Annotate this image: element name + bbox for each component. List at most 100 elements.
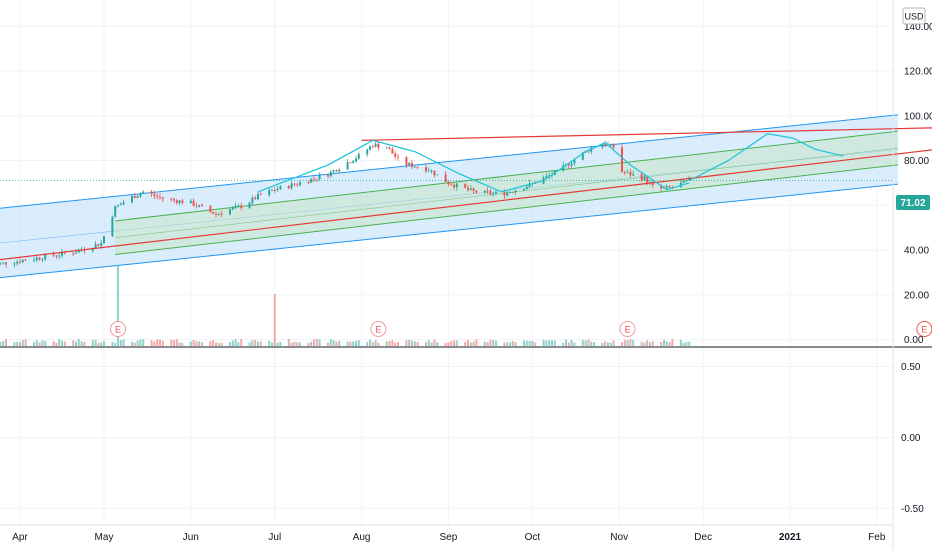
volume-bar — [178, 342, 181, 346]
volume-bar — [307, 342, 310, 346]
volume-bar — [55, 342, 58, 346]
candle-body — [111, 216, 114, 237]
volume-bar — [181, 342, 184, 346]
trend-lines — [0, 127, 932, 261]
candle-body — [427, 170, 430, 172]
volume-bar — [313, 339, 315, 346]
volume-bar — [567, 342, 570, 346]
volume-bar — [436, 342, 439, 346]
candle-body — [52, 254, 55, 256]
time-axis[interactable]: AprMayJunJulAugSepOctNovDec2021FebMar — [0, 524, 932, 543]
candle-body — [159, 196, 161, 198]
volume-bar — [573, 342, 576, 346]
candle-body — [433, 170, 436, 176]
volume-bar — [349, 341, 352, 346]
channel-lower-line — [0, 183, 899, 279]
currency-button[interactable]: USD — [902, 7, 926, 25]
candle-body — [668, 186, 671, 188]
volume-bar — [5, 339, 7, 346]
candle-body — [545, 176, 548, 178]
volume-bar — [97, 342, 100, 346]
volume-bar — [346, 341, 349, 346]
candle-body — [534, 183, 537, 184]
candle-body — [371, 146, 374, 148]
earnings-marker[interactable]: E — [370, 321, 387, 337]
candle-body — [413, 166, 416, 168]
earnings-marker[interactable]: E — [110, 321, 126, 337]
candle-body — [528, 183, 531, 187]
earnings-marker[interactable]: E — [619, 321, 636, 337]
candle-body — [523, 189, 525, 191]
fitted-curve — [257, 139, 690, 193]
volume-bar — [643, 342, 646, 346]
volume-bar — [19, 342, 21, 346]
candle-body — [91, 248, 94, 251]
candle-body — [450, 184, 453, 186]
price-axis[interactable]: 160.00140.00120.00100.0080.0060.0040.002… — [901, 0, 932, 515]
volume-bar — [195, 341, 198, 346]
volume-bar — [0, 342, 2, 346]
last-price-value: 71.02 — [900, 198, 925, 209]
volume-bar — [472, 341, 475, 346]
volume-bar — [310, 341, 313, 346]
volume-bar — [607, 342, 609, 346]
candle-body — [385, 147, 388, 149]
time-tick-label: Oct — [525, 532, 541, 543]
candle-body — [189, 200, 192, 204]
candle-body — [573, 159, 576, 164]
candle-body — [567, 164, 570, 166]
candle-body — [139, 193, 142, 197]
volume-bar — [170, 339, 173, 346]
volume-bar — [156, 339, 159, 346]
volume-bar — [212, 340, 215, 346]
candle-body — [161, 197, 164, 199]
time-tick-label: Jul — [268, 532, 281, 543]
candle-body — [357, 154, 360, 159]
candle-body — [97, 244, 100, 246]
time-tick-label: Aug — [353, 532, 371, 543]
candle-body — [19, 261, 21, 263]
volume-bar — [173, 340, 175, 346]
candle-body — [626, 171, 629, 173]
volume-bar — [612, 340, 615, 346]
candle-body — [525, 186, 528, 190]
volume-bar — [506, 342, 509, 346]
candle-body — [192, 200, 195, 206]
candle-body — [117, 205, 119, 207]
candle-body — [259, 194, 262, 195]
volume-bar — [231, 340, 234, 346]
volume-bar — [584, 340, 587, 346]
candle-body — [287, 186, 290, 189]
candle-body — [201, 205, 203, 207]
candle-body — [133, 196, 136, 198]
candle-body — [119, 204, 122, 206]
candle-body — [268, 190, 271, 195]
candle-body — [181, 200, 184, 204]
volume-bar — [290, 342, 293, 346]
volume-bar — [150, 340, 153, 346]
volume-bar — [268, 340, 271, 346]
candle-body — [464, 183, 467, 188]
volume-bar — [240, 339, 243, 346]
price-tick-label: 0.00 — [904, 335, 924, 346]
candle-body — [198, 205, 201, 207]
candle-body — [215, 213, 217, 215]
volume-bar — [75, 341, 77, 346]
candle-body — [570, 163, 573, 166]
volume-bar — [514, 342, 517, 346]
volume-bar — [503, 342, 506, 346]
candle-body — [156, 195, 159, 197]
volume-bar — [100, 342, 103, 346]
candle-body — [621, 147, 623, 173]
candle-body — [469, 188, 472, 190]
last-price-badge: 71.02 — [896, 195, 930, 210]
volume-bar — [103, 341, 105, 346]
candle-body — [318, 174, 321, 180]
candle-body — [411, 162, 413, 168]
volume-bar — [80, 341, 83, 346]
price-tick-label: 80.00 — [904, 156, 929, 167]
volume-bar — [469, 342, 472, 346]
volume-bar — [41, 340, 44, 346]
